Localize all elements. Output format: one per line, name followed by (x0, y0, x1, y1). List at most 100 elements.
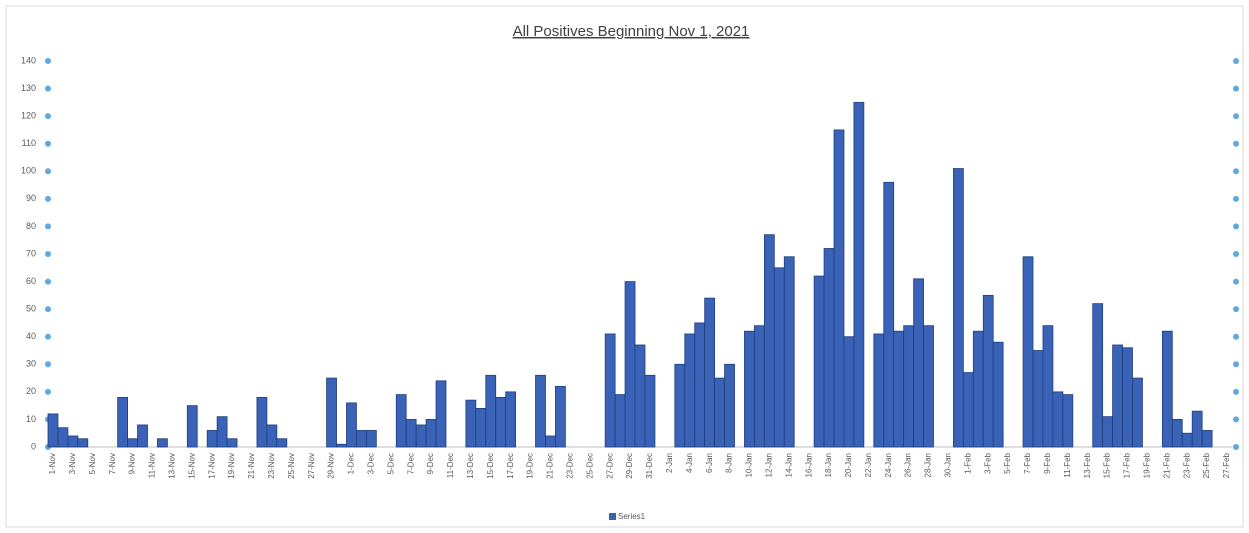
bar (226, 438, 238, 448)
x-tick-label: 13-Nov (167, 453, 176, 479)
x-tick-label: 15-Dec (486, 453, 495, 479)
bar (724, 363, 735, 448)
y-tick-dot (45, 361, 51, 368)
x-tick-label: 7-Nov (108, 453, 117, 474)
y-tick-dot (45, 85, 51, 92)
bar (853, 101, 865, 448)
y-tick-dot (1233, 444, 1239, 450)
x-tick-label: 28-Jan (924, 453, 933, 477)
bar (127, 438, 138, 448)
bar (1032, 350, 1044, 448)
x-tick-label: 15-Feb (1103, 452, 1112, 478)
x-tick-label: 9-Feb (1043, 452, 1052, 473)
y-tick-dot (1233, 416, 1239, 423)
y-tick-dot (45, 195, 51, 202)
x-tick-label: 7-Dec (406, 453, 415, 474)
legend-label: Series1 (618, 512, 646, 521)
x-tick-label: 13-Feb (1083, 452, 1092, 478)
x-tick-label: 17-Nov (207, 453, 216, 479)
y-tick-dot (45, 251, 51, 257)
bar (754, 325, 765, 448)
y-tick-dot (45, 388, 51, 395)
bar (1102, 416, 1114, 448)
bar (1062, 394, 1074, 448)
bar (704, 297, 716, 448)
x-tick-label: 3-Feb (983, 452, 992, 473)
x-tick-label: 1-Feb (963, 452, 972, 473)
x-tick-label: 1-Nov (48, 453, 57, 474)
bar (365, 430, 377, 448)
bar (336, 443, 347, 448)
x-tick-label: 3-Dec (366, 453, 375, 474)
y-tick-label: 60 (26, 276, 36, 286)
bar (346, 402, 357, 448)
bar (1161, 330, 1173, 448)
y-tick-label: 30 (26, 359, 36, 369)
bar (624, 281, 636, 448)
y-tick-dot (1233, 306, 1239, 313)
x-tick-label: 20-Jan (844, 453, 853, 477)
bar (1181, 432, 1193, 448)
bar (684, 333, 696, 448)
x-tick-label: 29-Dec (625, 453, 634, 479)
bar (206, 430, 218, 448)
y-tick-label: 0 (31, 441, 36, 451)
x-tick-label: 2-Jan (665, 453, 674, 473)
chart-title: All Positives Beginning Nov 1, 2021 (513, 23, 750, 40)
y-tick-dot (1233, 223, 1239, 230)
y-tick-label: 130 (21, 83, 36, 93)
bar (47, 413, 59, 448)
bar (57, 427, 69, 448)
x-tick-label: 14-Jan (784, 453, 793, 477)
y-tick-dot (45, 168, 51, 175)
bar (1052, 391, 1064, 448)
bar (674, 363, 686, 448)
y-tick-dot (45, 278, 51, 285)
y-tick-label: 100 (21, 166, 36, 176)
x-tick-label: 10-Jan (745, 453, 754, 477)
bar (356, 430, 367, 448)
bar (773, 267, 785, 448)
bar (903, 325, 915, 448)
bar (923, 325, 934, 448)
bar (1112, 344, 1123, 448)
x-tick-label: 13-Dec (466, 453, 475, 479)
bar (405, 419, 417, 448)
bar (744, 330, 755, 448)
x-tick-label: 17-Feb (1123, 452, 1132, 478)
bar (694, 322, 706, 448)
x-tick-label: 11-Feb (1063, 452, 1072, 477)
bar (992, 341, 1004, 448)
x-tick-label: 18-Jan (824, 453, 833, 477)
x-tick-label: 27-Nov (307, 453, 316, 479)
x-tick-label: 11-Dec (446, 453, 455, 478)
x-tick-label: 12-Jan (764, 453, 773, 477)
y-tick-dot (1233, 388, 1239, 395)
y-tick-label: 140 (21, 55, 36, 65)
x-tick-label: 11-Nov (148, 453, 157, 478)
y-tick-dot (1233, 113, 1239, 120)
bar (962, 372, 974, 448)
x-tick-label: 19-Nov (227, 453, 236, 479)
bar (256, 396, 268, 448)
bar (495, 396, 507, 448)
y-tick-label: 50 (26, 304, 36, 314)
x-tick-label: 23-Dec (565, 453, 574, 479)
x-tick-label: 30-Jan (944, 453, 953, 477)
y-tick-dot (45, 140, 51, 147)
x-tick-label: 4-Jan (685, 453, 694, 473)
x-tick-label: 3-Nov (68, 453, 77, 474)
x-tick-label: 6-Jan (705, 453, 714, 473)
y-tick-dot (45, 58, 51, 64)
y-tick-label: 40 (26, 331, 36, 341)
x-tick-label: 25-Dec (585, 453, 594, 479)
legend-swatch (609, 513, 616, 520)
bar (186, 405, 198, 448)
x-tick-label: 17-Dec (506, 453, 515, 479)
bar (953, 168, 964, 448)
y-tick-label: 110 (22, 138, 36, 148)
bar (395, 394, 407, 448)
bar (555, 385, 566, 448)
bar (1132, 377, 1143, 448)
bar (415, 424, 427, 448)
